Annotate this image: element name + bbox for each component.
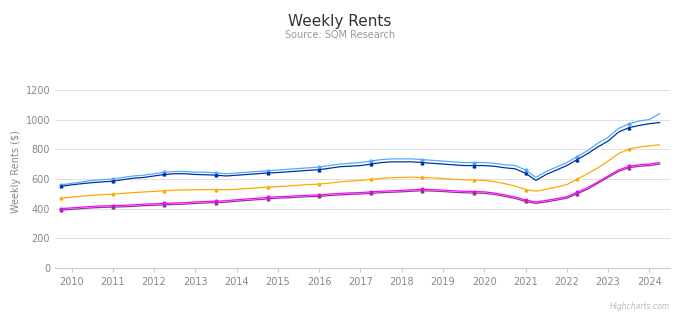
Text: Highcharts.com: Highcharts.com — [610, 302, 670, 311]
Y-axis label: Weekly Rents ($): Weekly Rents ($) — [12, 130, 21, 213]
Text: Source: SQM Research: Source: SQM Research — [285, 30, 395, 40]
Text: Weekly Rents: Weekly Rents — [288, 14, 392, 29]
